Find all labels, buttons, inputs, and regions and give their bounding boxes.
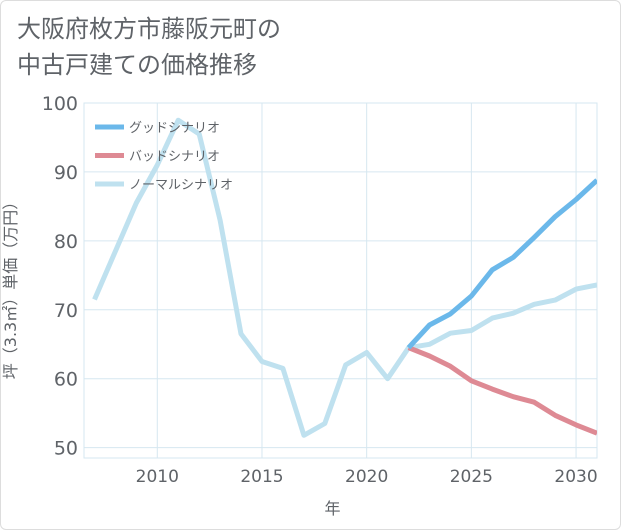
y-tick-label: 50 (54, 438, 78, 460)
y-tick-label: 80 (54, 231, 78, 253)
series-line-0 (406, 178, 597, 350)
legend-label: ノーマルシナリオ (129, 178, 233, 193)
x-tick-label: 2010 (136, 467, 179, 487)
legend-label: バッドシナリオ (129, 150, 220, 165)
x-tick-label: 2025 (450, 467, 493, 487)
x-tick-label: 2020 (345, 467, 388, 487)
y-tick-label: 90 (54, 162, 78, 184)
chart-title-line-1: 大阪府枚方市藤阪元町の (17, 15, 281, 43)
x-tick-label: 2030 (554, 467, 597, 487)
chart-title: 大阪府枚方市藤阪元町の 中古戸建ての価格推移 (17, 11, 281, 83)
y-tick-label: 100 (42, 93, 78, 115)
legend-label: グッドシナリオ (129, 121, 220, 136)
x-axis-label: 年 (324, 499, 340, 518)
y-axis-label: 坪（3.3㎡）単価（万円） (1, 194, 20, 379)
series-line-1 (407, 345, 597, 436)
y-tick-label: 60 (54, 369, 78, 391)
chart-title-line-2: 中古戸建ての価格推移 (17, 51, 257, 79)
y-tick-label: 70 (54, 300, 78, 322)
series-line-2 (92, 117, 597, 438)
x-tick-label: 2015 (240, 467, 283, 487)
